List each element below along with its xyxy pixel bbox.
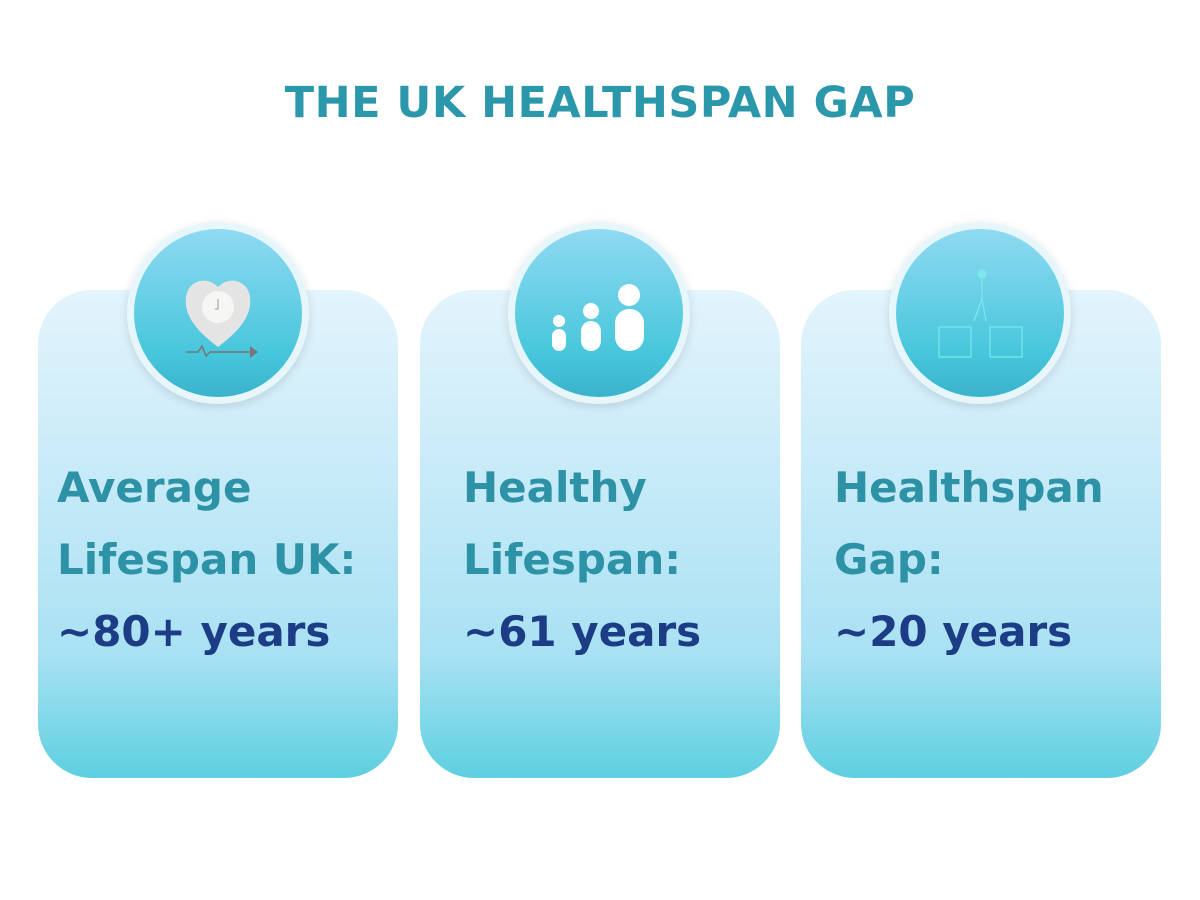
label-line: Healthy	[463, 463, 647, 512]
card-text: Healthspan Gap: ~20 years	[834, 452, 1104, 668]
stat-value: ~80+ years	[57, 607, 331, 656]
card-text: Healthy Lifespan: ~61 years	[463, 452, 701, 668]
label-line: Lifespan:	[463, 535, 682, 584]
label-line: Gap:	[834, 535, 944, 584]
label-line: Lifespan UK:	[57, 535, 357, 584]
family-icon	[508, 222, 690, 404]
heart-clock-icon	[127, 222, 309, 404]
label-line: Average	[57, 463, 252, 512]
gap-walker-icon	[889, 222, 1071, 404]
card-text: Average Lifespan UK: ~80+ years	[57, 452, 356, 668]
stat-value: ~61 years	[463, 607, 702, 656]
stat-value: ~20 years	[834, 607, 1073, 656]
page-title: THE UK HEALTHSPAN GAP	[284, 78, 916, 128]
label-line: Healthspan	[834, 463, 1104, 512]
